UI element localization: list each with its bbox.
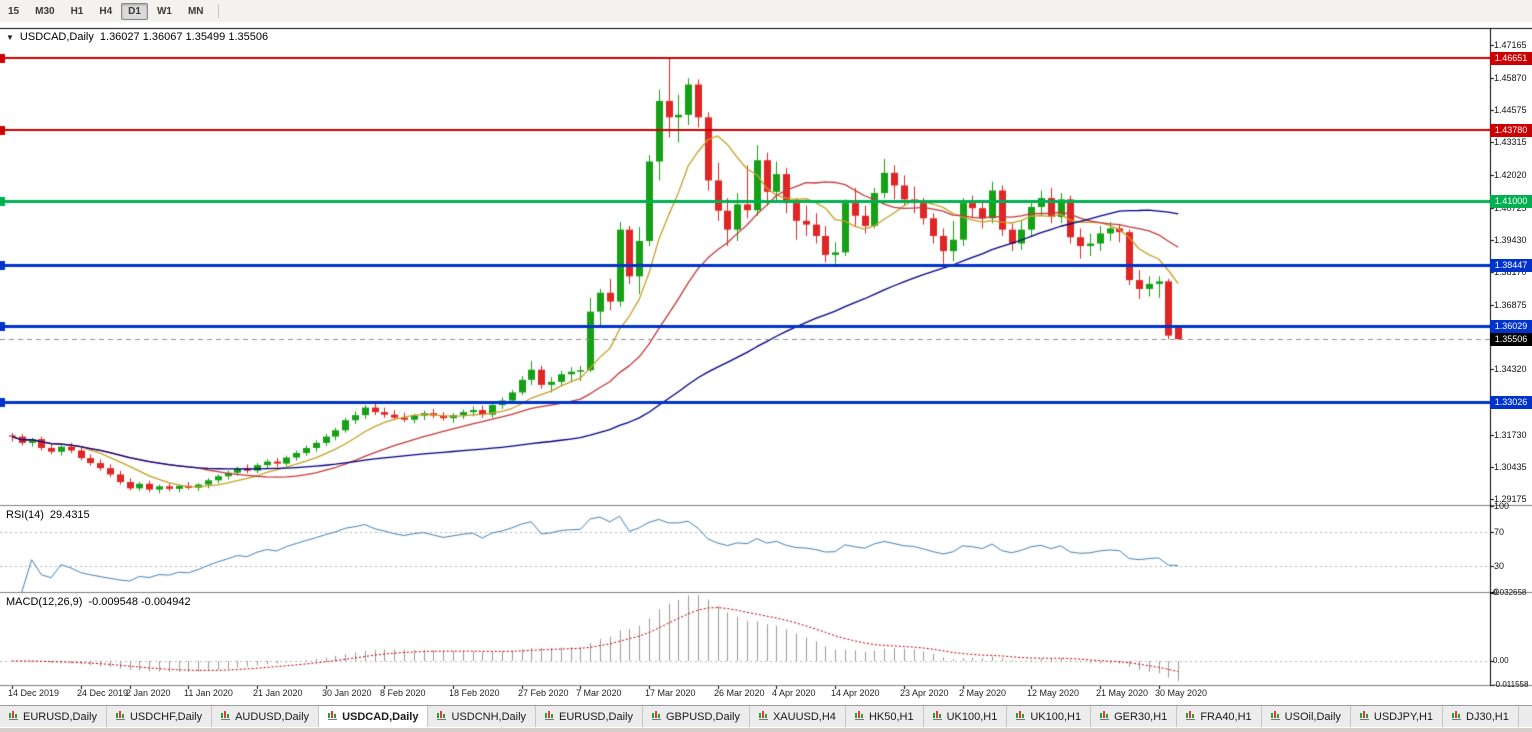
chart-tab-icon [328,710,338,723]
symbol-tab[interactable]: USDCNH,Daily [428,706,537,727]
symbol-tab[interactable]: FRA40,H1 [1177,706,1262,727]
chart-tab-icon [1100,710,1110,723]
symbol-tab[interactable]: UK100,H1 [923,706,1008,727]
chart-tab-icon [652,710,662,723]
chart-tab-icon [1016,710,1026,723]
symbol-tab-label: USDCAD,Daily [342,710,419,723]
symbol-tab-label: GER30,H1 [1114,710,1168,723]
symbol-tab[interactable]: EURUSD,Daily [536,706,643,727]
timeframe-button-m30[interactable]: M30 [35,5,55,17]
symbol-tab[interactable]: GER30,H1 [1091,706,1178,727]
timeframe-toolbar: 15 M30 H1 H4 D1 W1 MN [0,0,1532,22]
symbol-tab-label: UK100,H1 [946,710,998,723]
status-strip [0,728,1532,732]
symbol-tab-label: XAUUSD,H4 [772,710,836,723]
symbol-tab[interactable]: EURUSD,Daily [0,706,107,727]
symbol-tab[interactable]: DJ30,H1 [1443,706,1519,727]
symbol-tab-label: EURUSD,Daily [559,710,633,723]
timeframe-button-h1[interactable]: H1 [70,5,84,17]
symbol-tab-label: EURUSD,Daily [23,710,97,723]
timeframe-button-w1[interactable]: W1 [156,5,172,17]
symbol-tab-label: USOil,Daily [1284,710,1341,723]
chart-tab-icon [1452,710,1462,723]
timeframe-button-d1[interactable]: D1 [121,2,148,20]
chart-tab-icon [1359,710,1370,723]
chart-tab-icon [437,710,447,723]
symbol-tab-label: FRA40,H1 [1200,710,1252,723]
symbol-tab[interactable]: GBPUSD,Daily [643,706,750,727]
timeframe-button-mn[interactable]: MN [187,5,204,17]
symbol-tab-label: DJ30,H1 [1466,710,1509,723]
symbol-tab[interactable]: USOil,Daily [1261,706,1351,727]
symbol-tab-label: HK50,H1 [868,710,914,723]
symbol-tab-label: USDJPY,H1 [1373,710,1434,723]
timeframe-button-h4[interactable]: H4 [99,5,113,17]
chart-tab-icon [115,710,126,723]
symbol-tab[interactable]: USDCAD,Daily [319,706,429,727]
symbol-tab[interactable]: XAUUSD,H4 [749,706,846,727]
timeframe-button-15[interactable]: 15 [8,5,20,17]
symbol-tab-label: GBPUSD,Daily [666,710,740,723]
symbol-tab[interactable]: USDCHF,Daily [106,706,213,727]
toolbar-separator [217,4,219,18]
chart-tab-icon [1270,710,1281,723]
chart-tab-icon [932,710,943,723]
symbol-tab-label: USDCNH,Daily [451,710,527,723]
chart-tab-icon [758,710,769,723]
chart-tab-icon [221,710,231,723]
symbol-tab[interactable]: USDJPY,H1 [1350,706,1444,727]
chart-tab-icon [9,710,19,723]
chart-tab-icon [854,710,865,723]
symbol-tab-label: AUDUSD,Daily [235,710,310,723]
symbol-tab-label: USDCHF,Daily [129,710,203,723]
symbol-tab[interactable]: HK50,H1 [845,706,924,727]
symbol-tab-label: UK100,H1 [1030,710,1082,723]
chart-tab-icon [1186,710,1196,723]
chart-tab-icon [545,710,555,723]
symbol-tab[interactable]: UK100,H1 [1007,706,1092,727]
symbol-tab[interactable]: AUDUSD,Daily [212,706,320,727]
symbol-tab-bar: EURUSD,Daily USDCHF,Daily AUDUSD,Daily USDC… [0,705,1532,727]
chart-menu-arrow[interactable]: ▼ [6,32,14,42]
